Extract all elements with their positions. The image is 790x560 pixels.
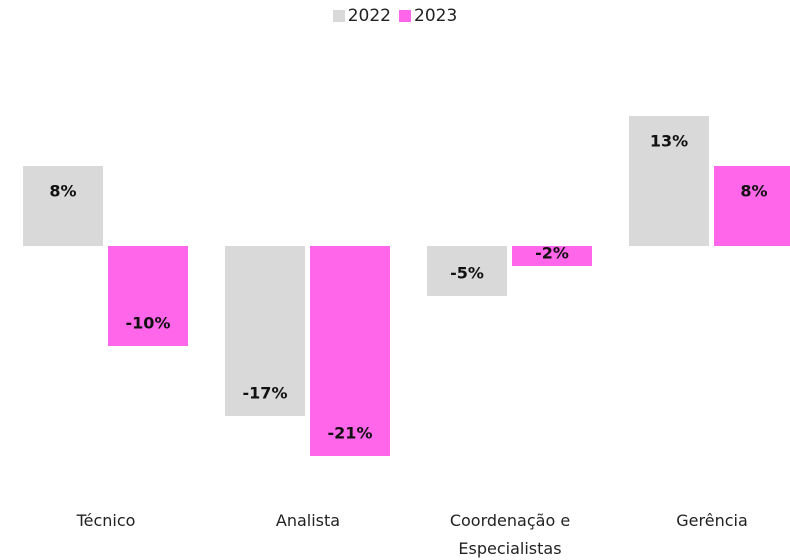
bar bbox=[23, 166, 103, 246]
bar bbox=[714, 166, 790, 246]
legend-label: 2023 bbox=[414, 6, 458, 26]
x-tick-label: Coordenação e Especialistas bbox=[449, 511, 571, 558]
bar bbox=[629, 116, 709, 246]
bar bbox=[108, 246, 188, 346]
data-label: -2% bbox=[535, 244, 569, 263]
x-tick-label: Analista bbox=[275, 511, 341, 530]
legend: 2022 2023 bbox=[0, 6, 790, 26]
legend-swatch bbox=[332, 10, 345, 22]
data-label: 8% bbox=[49, 182, 76, 201]
data-label: -17% bbox=[243, 384, 288, 403]
x-tick-label: Técnico bbox=[76, 511, 136, 530]
data-label: -21% bbox=[328, 424, 373, 443]
data-label: 8% bbox=[740, 182, 767, 201]
x-tick-label: Gerência bbox=[676, 511, 748, 530]
legend-item: 2022 bbox=[332, 6, 391, 26]
bar bbox=[225, 246, 305, 416]
data-label: -10% bbox=[126, 314, 171, 333]
legend-item: 2023 bbox=[399, 6, 457, 26]
data-label: -5% bbox=[450, 264, 484, 283]
bar bbox=[512, 246, 592, 266]
bar bbox=[427, 246, 507, 296]
legend-label: 2022 bbox=[347, 6, 391, 26]
data-label: 13% bbox=[650, 132, 688, 151]
legend-swatch bbox=[399, 10, 411, 22]
bar bbox=[310, 246, 390, 456]
